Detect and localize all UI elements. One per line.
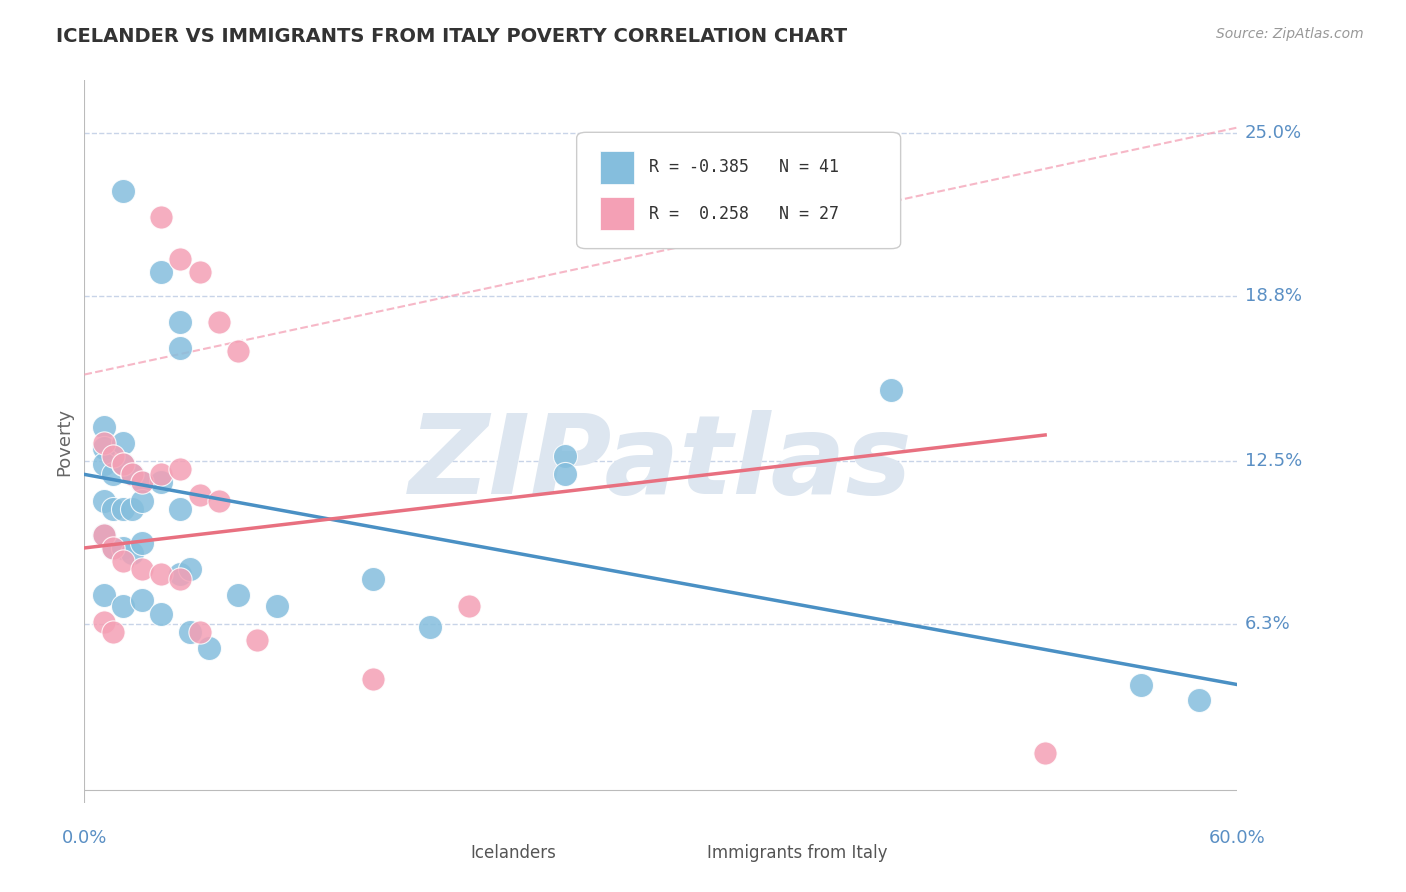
Point — [266, 599, 288, 613]
Point — [93, 528, 115, 542]
Point — [93, 528, 115, 542]
Point — [198, 640, 221, 655]
Point — [111, 554, 134, 568]
Point — [179, 562, 201, 576]
Point — [150, 265, 173, 279]
Point — [111, 541, 134, 555]
Text: 18.8%: 18.8% — [1244, 286, 1302, 305]
Point — [103, 501, 124, 516]
Point — [93, 441, 115, 455]
Text: 60.0%: 60.0% — [1209, 829, 1265, 847]
Point — [111, 457, 134, 471]
Bar — [600, 151, 634, 184]
Point — [1033, 746, 1056, 760]
Point — [169, 341, 191, 355]
Point — [169, 573, 191, 587]
Point — [246, 632, 269, 647]
Point — [93, 435, 115, 450]
Point — [93, 615, 115, 629]
Point — [131, 475, 153, 490]
Point — [169, 501, 191, 516]
Bar — [672, 843, 697, 864]
Point — [226, 588, 249, 602]
Text: ICELANDER VS IMMIGRANTS FROM ITALY POVERTY CORRELATION CHART: ICELANDER VS IMMIGRANTS FROM ITALY POVER… — [56, 27, 848, 45]
Point — [169, 462, 191, 476]
Text: 25.0%: 25.0% — [1244, 124, 1302, 142]
Point — [93, 493, 115, 508]
Point — [1188, 693, 1211, 707]
Point — [169, 567, 191, 582]
Point — [131, 535, 153, 549]
Point — [880, 384, 903, 398]
Point — [150, 607, 173, 621]
Point — [361, 673, 384, 687]
Point — [361, 573, 384, 587]
Point — [188, 488, 211, 502]
Point — [169, 315, 191, 329]
Point — [208, 315, 231, 329]
Point — [93, 420, 115, 434]
Point — [103, 449, 124, 463]
Text: R =  0.258   N = 27: R = 0.258 N = 27 — [650, 205, 839, 223]
Point — [121, 501, 143, 516]
Text: 0.0%: 0.0% — [62, 829, 107, 847]
Point — [1130, 677, 1153, 691]
Point — [121, 546, 143, 560]
Point — [111, 457, 134, 471]
Point — [150, 210, 173, 224]
Point — [111, 184, 134, 198]
Text: Source: ZipAtlas.com: Source: ZipAtlas.com — [1216, 27, 1364, 41]
Point — [93, 457, 115, 471]
Point — [131, 493, 153, 508]
Point — [419, 620, 441, 634]
Point — [150, 567, 173, 582]
Point — [121, 467, 143, 482]
Point — [131, 475, 153, 490]
Point — [188, 265, 211, 279]
Point — [103, 625, 124, 640]
Point — [111, 501, 134, 516]
Point — [554, 449, 576, 463]
Text: 12.5%: 12.5% — [1244, 452, 1302, 470]
Bar — [436, 843, 461, 864]
Point — [150, 475, 173, 490]
Text: ZIPatlas: ZIPatlas — [409, 409, 912, 516]
Point — [150, 467, 173, 482]
Text: Immigrants from Italy: Immigrants from Italy — [707, 845, 887, 863]
Text: R = -0.385   N = 41: R = -0.385 N = 41 — [650, 158, 839, 176]
Y-axis label: Poverty: Poverty — [55, 408, 73, 475]
Point — [457, 599, 479, 613]
Point — [169, 252, 191, 266]
Bar — [600, 197, 634, 230]
Point — [179, 625, 201, 640]
Point — [111, 435, 134, 450]
Point — [208, 493, 231, 508]
Text: Icelanders: Icelanders — [471, 845, 557, 863]
Point — [103, 541, 124, 555]
Point — [121, 467, 143, 482]
Point — [103, 541, 124, 555]
Point — [226, 343, 249, 358]
Point — [554, 467, 576, 482]
Point — [131, 562, 153, 576]
Point — [103, 467, 124, 482]
Point — [131, 593, 153, 607]
Point — [111, 599, 134, 613]
Text: 6.3%: 6.3% — [1244, 615, 1291, 633]
Point — [188, 625, 211, 640]
Point — [93, 588, 115, 602]
FancyBboxPatch shape — [576, 132, 901, 249]
